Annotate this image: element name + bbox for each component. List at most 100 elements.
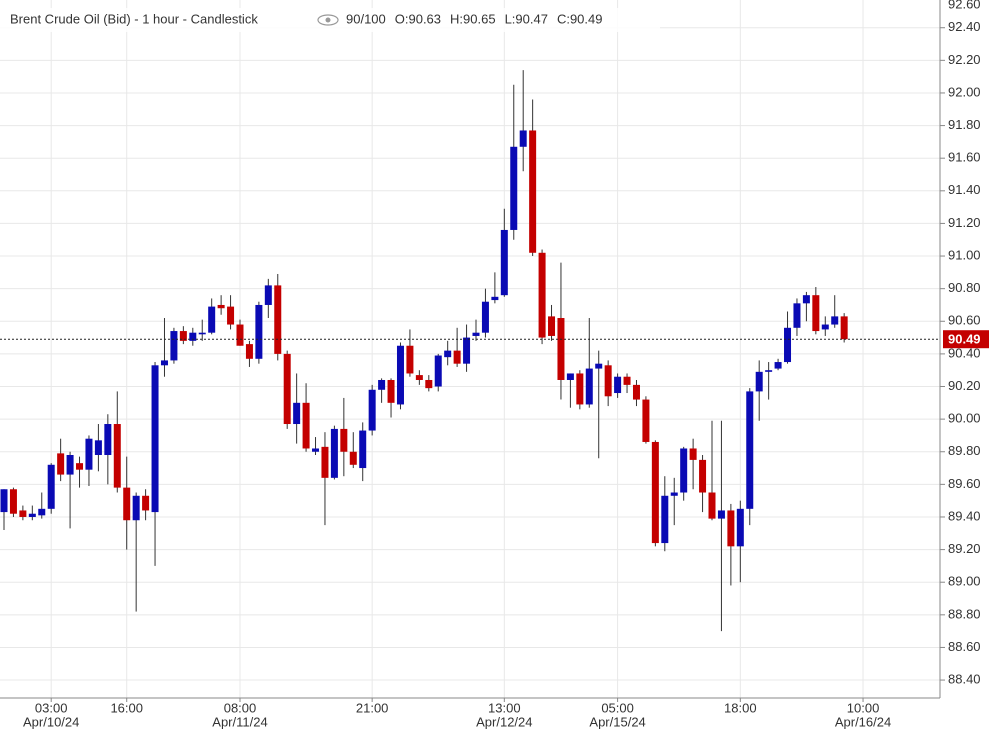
candle-body: [557, 318, 565, 380]
header-item: L:90.47: [505, 11, 548, 26]
candle-body: [359, 430, 367, 469]
candle-body: [274, 285, 282, 354]
y-tick-label: 91.20: [948, 215, 981, 230]
candle-body: [312, 448, 320, 452]
candle-body: [538, 252, 546, 338]
candle-body: [774, 362, 782, 369]
candle-body: [217, 304, 225, 309]
candle-body: [85, 438, 93, 470]
candle-body: [548, 316, 556, 336]
header-item: 90/100: [346, 11, 386, 26]
eye-icon: [317, 14, 339, 26]
y-tick-label: 92.40: [948, 19, 981, 34]
candle-body: [349, 451, 357, 465]
candle-body: [793, 303, 801, 328]
candle-body: [302, 402, 310, 449]
y-tick-label: 89.20: [948, 541, 981, 556]
y-tick-label: 90.60: [948, 313, 981, 328]
y-tick-label: 89.00: [948, 574, 981, 589]
x-tick-label: 18:00: [724, 700, 757, 715]
chart-title: Brent Crude Oil (Bid) - 1 hour - Candles…: [10, 11, 258, 26]
y-tick-label: 88.60: [948, 639, 981, 654]
candle-body: [293, 402, 301, 425]
candle-body: [491, 296, 499, 301]
header-item: O:90.63: [395, 11, 441, 26]
candle-body: [151, 365, 159, 513]
candle-body: [208, 306, 216, 333]
candle-body: [717, 510, 725, 519]
x-tick-label: 03:00: [35, 700, 68, 715]
y-tick-label: 88.40: [948, 671, 981, 686]
candle-body: [47, 464, 55, 509]
y-tick-label: 90.80: [948, 280, 981, 295]
candle-body: [670, 492, 678, 496]
candle-body: [840, 316, 848, 340]
candle-body: [500, 229, 508, 296]
y-tick-label: 90.00: [948, 411, 981, 426]
candle-body: [123, 487, 131, 521]
candle-body: [632, 384, 640, 400]
candle-body: [765, 370, 773, 372]
candle-body: [434, 355, 442, 387]
y-tick-label: 89.80: [948, 443, 981, 458]
candle-body: [179, 331, 187, 341]
x-date-label: Apr/16/24: [835, 714, 891, 729]
candle-body: [812, 295, 820, 332]
candle-body: [736, 508, 744, 547]
candle-body: [227, 306, 235, 325]
candle-body: [595, 363, 603, 369]
candle-body: [661, 495, 669, 544]
candle-body: [510, 146, 518, 230]
y-tick-label: 91.40: [948, 182, 981, 197]
candle-body: [585, 368, 593, 405]
candle-body: [425, 379, 433, 389]
last-price-box: [943, 330, 989, 349]
candle-body: [330, 428, 338, 478]
candle-body: [340, 428, 348, 452]
candle-body: [113, 424, 121, 488]
candle-body: [387, 379, 395, 403]
candle-body: [699, 459, 707, 493]
candle-body: [472, 332, 480, 336]
last-price-label: 90.49: [948, 332, 981, 347]
candle-body: [396, 345, 404, 405]
candle-body: [378, 379, 386, 390]
y-tick-label: 92.20: [948, 52, 981, 67]
candle-body: [38, 508, 46, 516]
candle-body: [264, 285, 272, 305]
candle-body: [160, 360, 168, 366]
candle-body: [642, 399, 650, 442]
candle-body: [406, 345, 414, 374]
candle-body: [604, 365, 612, 397]
candle-body: [481, 301, 489, 333]
candle-body: [198, 332, 206, 335]
candle-body: [66, 455, 74, 475]
candle-body: [755, 371, 763, 392]
candle-body: [689, 448, 697, 460]
candle-body: [680, 448, 688, 493]
candle-body: [727, 510, 735, 547]
candle-body: [368, 389, 376, 431]
candle-body: [76, 463, 84, 470]
candle-body: [132, 495, 140, 521]
y-tick-label: 91.00: [948, 247, 981, 262]
candle-body: [57, 453, 65, 475]
candle-body: [784, 327, 792, 363]
candle-body: [321, 446, 329, 478]
y-tick-label: 91.80: [948, 117, 981, 132]
header-items: 90/100 O:90.63 H:90.65 L:90.47 C:90.49: [346, 11, 603, 26]
y-tick-label: 89.40: [948, 508, 981, 523]
candle-body: [19, 510, 27, 517]
candle-body: [236, 324, 244, 346]
y-tick-label: 90.40: [948, 345, 981, 360]
labels: 88.40 88.60 88.80 89.00 89.20 89.40 89.60 89.80…: [23, 0, 989, 729]
candle-body: [746, 391, 754, 509]
x-tick-label: 05:00: [601, 700, 634, 715]
x-tick-label: 13:00: [488, 700, 521, 715]
candle-body: [614, 376, 622, 394]
candle-body: [189, 332, 197, 341]
x-date-label: Apr/10/24: [23, 714, 79, 729]
candle-body: [651, 441, 659, 544]
